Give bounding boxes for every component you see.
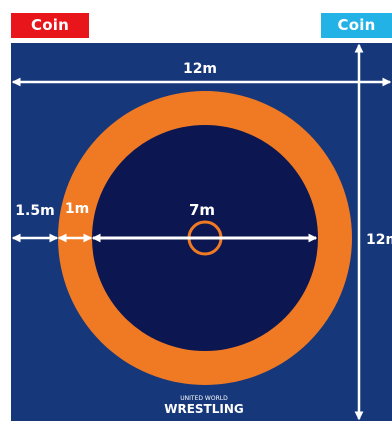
safety-zone-label: 1.5m xyxy=(15,203,54,219)
width-label: 12m xyxy=(183,61,217,77)
logo-top-text: UNITED WORLD xyxy=(180,395,228,402)
passivity-zone-label: 1m xyxy=(65,201,89,217)
blue-corner-coin-tag: Coin xyxy=(321,13,392,38)
logo-bottom-text: WRESTLING xyxy=(164,402,244,416)
height-label: 12m xyxy=(366,232,392,248)
central-area-label: 7m xyxy=(189,201,215,219)
red-corner-coin-tag: Coin xyxy=(11,13,89,38)
